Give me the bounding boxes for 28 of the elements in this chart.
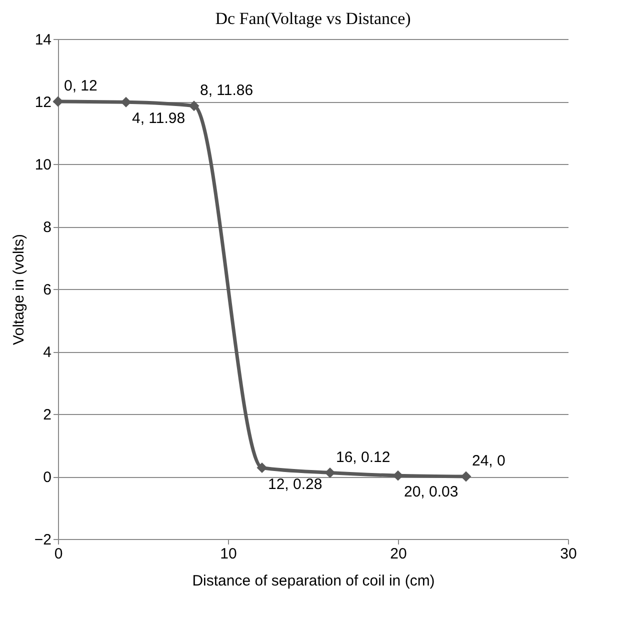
- x-tick-label: 10: [220, 546, 237, 562]
- data-label: 16, 0.12: [336, 448, 390, 466]
- x-tick-label: 30: [560, 546, 577, 562]
- point: [324, 468, 336, 478]
- y-axis-title: Voltage in (volts): [10, 234, 28, 345]
- x-tick-label: 20: [390, 546, 407, 562]
- y-tick-label: −2: [34, 532, 52, 548]
- y-tick-label: 2: [43, 406, 52, 424]
- data-label: 0, 12: [64, 78, 98, 94]
- data-label: 24, 0: [472, 452, 506, 470]
- x-axis-title: Distance of separation of coil in (cm): [192, 572, 435, 590]
- y-tick-label: 6: [43, 282, 52, 298]
- y-tick-label: 14: [34, 32, 52, 48]
- point: [460, 471, 472, 482]
- y-tick-label: 12: [34, 94, 52, 111]
- data-label: 12, 0.28: [268, 476, 322, 493]
- point: [256, 462, 268, 473]
- point: [188, 100, 200, 112]
- data-label: 4, 11.98: [132, 110, 186, 128]
- point: [52, 96, 64, 107]
- chart-title: Dc Fan(Voltage vs Distance): [215, 9, 411, 28]
- y-tick-label: 4: [43, 344, 52, 361]
- y-tick-label: 8: [43, 219, 52, 236]
- data-label: 8, 11.86: [200, 82, 254, 99]
- x-tick-label: 0: [54, 546, 63, 562]
- y-tick-label: 10: [34, 156, 52, 174]
- data-label: 20, 0.03: [404, 484, 458, 501]
- y-tick-label: 0: [43, 469, 52, 486]
